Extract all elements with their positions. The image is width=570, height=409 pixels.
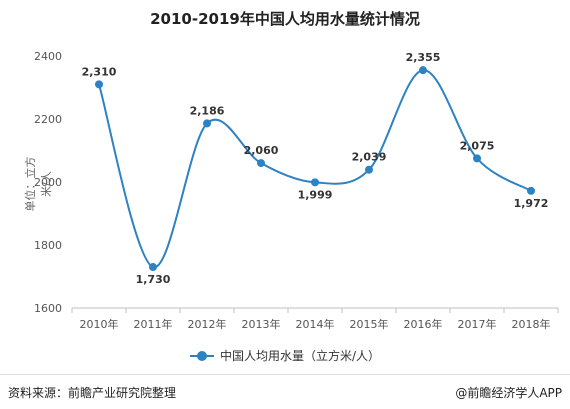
x-tick-label: 2011年 [134,317,173,331]
y-tick-label: 2400 [34,50,62,63]
legend-marker-icon [189,350,214,362]
legend-item: 中国人均用水量（立方米/人） [189,347,381,364]
data-label: 2,060 [244,144,279,157]
data-label: 1,972 [514,197,549,210]
axes: 1600 1800 2000 2200 2400 2010年 2011年 2012年 2013年… [34,50,559,331]
brand-credit: @前瞻经济学人APP [455,386,562,400]
data-label: 1,999 [298,188,333,201]
data-label: 2,310 [82,65,117,78]
x-tick-label: 2012年 [188,317,227,331]
data-label: 2,039 [352,151,387,164]
data-label: 1,730 [136,273,171,286]
data-point [473,154,481,163]
y-tick-label: 1600 [34,302,62,315]
data-point [257,159,265,168]
legend: 中国人均用水量（立方米/人） [0,347,570,365]
x-tick-label: 2010年 [80,317,119,331]
data-point [365,165,373,174]
x-tick-label: 2014年 [296,317,335,331]
footer: 资料来源：前瞻产业研究院整理 @前瞻经济学人APP [0,374,570,409]
series-layer: 2,310 1,730 2,186 2,060 1,999 2,039 2,355 2,075… [82,51,549,286]
data-label: 2,075 [460,139,495,152]
data-point [311,178,319,187]
data-point [149,263,157,272]
data-point [419,66,427,75]
data-label: 2,355 [406,51,441,64]
y-tick-label: 2000 [34,176,62,189]
x-tick-label: 2017年 [458,317,497,331]
y-tick-label: 1800 [34,239,62,252]
data-point [203,119,211,128]
data-label: 2,186 [190,104,225,117]
source-note: 资料来源：前瞻产业研究院整理 [8,386,177,400]
y-tick-label: 2200 [34,113,62,126]
x-tick-label: 2016年 [404,317,443,331]
chart-title: 2010-2019年中国人均用水量统计情况 [150,10,420,28]
legend-label: 中国人均用水量（立方米/人） [219,349,381,363]
x-tick-label: 2018年 [512,317,551,331]
x-tick-label: 2015年 [350,317,389,331]
data-point [95,80,103,89]
data-point [527,186,535,195]
x-tick-label: 2013年 [242,317,281,331]
series-line [98,69,532,269]
